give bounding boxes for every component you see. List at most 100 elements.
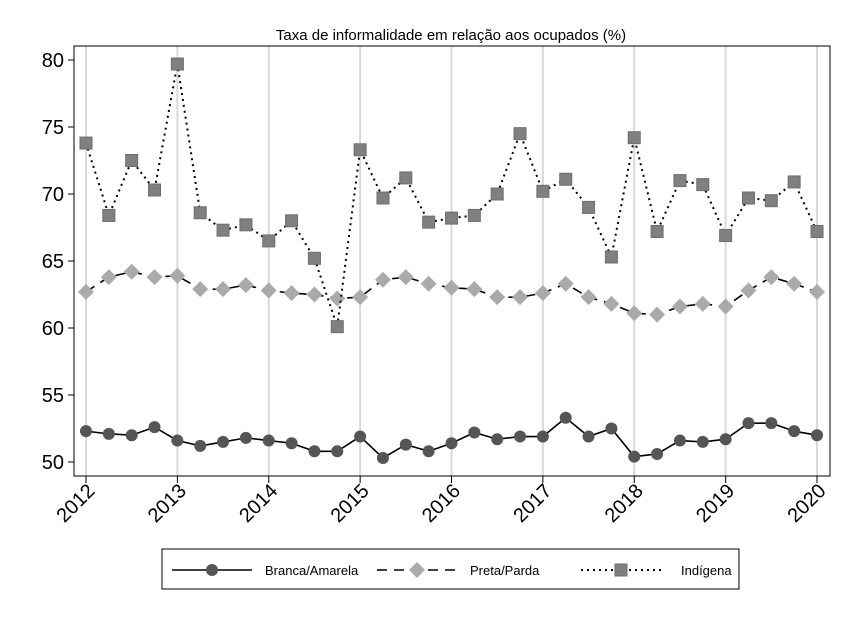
data-point — [650, 225, 664, 239]
data-point — [376, 191, 390, 205]
data-point — [125, 429, 138, 442]
data-point — [148, 183, 162, 197]
data-point — [354, 430, 367, 443]
series — [78, 57, 825, 464]
data-point — [649, 306, 666, 323]
data-point — [192, 281, 209, 298]
series-0 — [80, 411, 823, 464]
data-point — [604, 250, 618, 264]
data-point — [285, 437, 298, 450]
data-point — [80, 425, 92, 438]
series-1 — [78, 263, 825, 323]
y-tick-label: 75 — [42, 117, 64, 139]
data-point — [786, 275, 803, 292]
data-point — [671, 298, 688, 315]
data-point — [467, 208, 481, 222]
data-point — [513, 127, 527, 141]
data-point — [125, 154, 139, 167]
data-point — [239, 431, 252, 444]
data-point — [626, 305, 643, 322]
data-point — [740, 282, 757, 299]
data-point — [628, 450, 641, 463]
data-point — [170, 57, 184, 71]
data-point — [445, 437, 458, 450]
data-point — [262, 234, 276, 248]
y-tick-label: 65 — [42, 251, 64, 273]
data-point — [422, 445, 435, 458]
data-point — [557, 275, 574, 292]
legend-marker — [614, 563, 628, 577]
y-tick-label: 60 — [42, 318, 64, 340]
data-point — [78, 283, 94, 300]
data-point — [148, 421, 161, 434]
data-point — [102, 208, 116, 222]
data-point — [765, 417, 778, 430]
data-point — [443, 279, 460, 296]
data-point — [489, 289, 506, 306]
data-point — [787, 175, 801, 189]
data-point — [603, 295, 620, 312]
data-point — [742, 417, 755, 430]
data-point — [445, 211, 458, 225]
data-point — [422, 215, 436, 229]
series-2 — [79, 57, 824, 334]
data-point — [559, 172, 573, 186]
legend-box — [161, 548, 740, 590]
data-point — [490, 187, 504, 201]
y-tick-label: 50 — [42, 452, 64, 474]
data-point — [514, 430, 527, 443]
data-point — [580, 289, 597, 306]
data-point — [788, 425, 801, 438]
y-tick-label: 80 — [42, 50, 64, 72]
data-point — [376, 451, 389, 464]
data-point — [512, 289, 529, 306]
data-point — [719, 433, 732, 446]
data-point — [102, 427, 115, 440]
data-point — [582, 430, 595, 443]
data-point — [536, 430, 549, 443]
legend-marker — [409, 562, 425, 578]
data-point — [764, 194, 778, 208]
data-point — [260, 282, 277, 299]
data-point — [330, 320, 344, 334]
data-point — [262, 434, 275, 447]
y-tick-label: 70 — [42, 184, 64, 206]
legend-item-0: Branca/Amarela — [172, 563, 359, 578]
data-point — [169, 267, 186, 284]
legend-item-1: Preta/Parda — [377, 562, 540, 578]
data-point — [696, 178, 710, 192]
data-point — [717, 298, 734, 315]
data-point — [374, 271, 391, 288]
data-point — [193, 206, 207, 220]
data-point — [605, 422, 618, 435]
data-point — [420, 275, 437, 292]
data-point — [810, 225, 824, 239]
data-point — [809, 283, 825, 300]
legend-label: Preta/Parda — [470, 563, 540, 578]
data-point — [466, 281, 483, 298]
data-point — [763, 269, 780, 286]
data-point — [171, 434, 184, 447]
data-point — [215, 281, 232, 298]
legend-label: Branca/Amarela — [265, 563, 359, 578]
data-point — [694, 295, 711, 312]
data-point — [216, 223, 230, 237]
data-point — [559, 411, 572, 424]
data-point — [331, 445, 344, 458]
chart-title: Taxa de informalidade em relação aos ocu… — [276, 27, 626, 44]
data-point — [100, 269, 117, 286]
data-point — [307, 251, 321, 265]
data-point — [353, 143, 367, 157]
data-point — [283, 285, 300, 302]
data-point — [491, 433, 504, 446]
data-point — [627, 131, 641, 145]
data-point — [146, 269, 163, 286]
data-point — [673, 434, 686, 447]
data-point — [534, 285, 551, 302]
legend-marker — [206, 564, 218, 576]
data-point — [741, 191, 755, 205]
data-point — [306, 286, 323, 303]
data-point — [79, 136, 93, 150]
